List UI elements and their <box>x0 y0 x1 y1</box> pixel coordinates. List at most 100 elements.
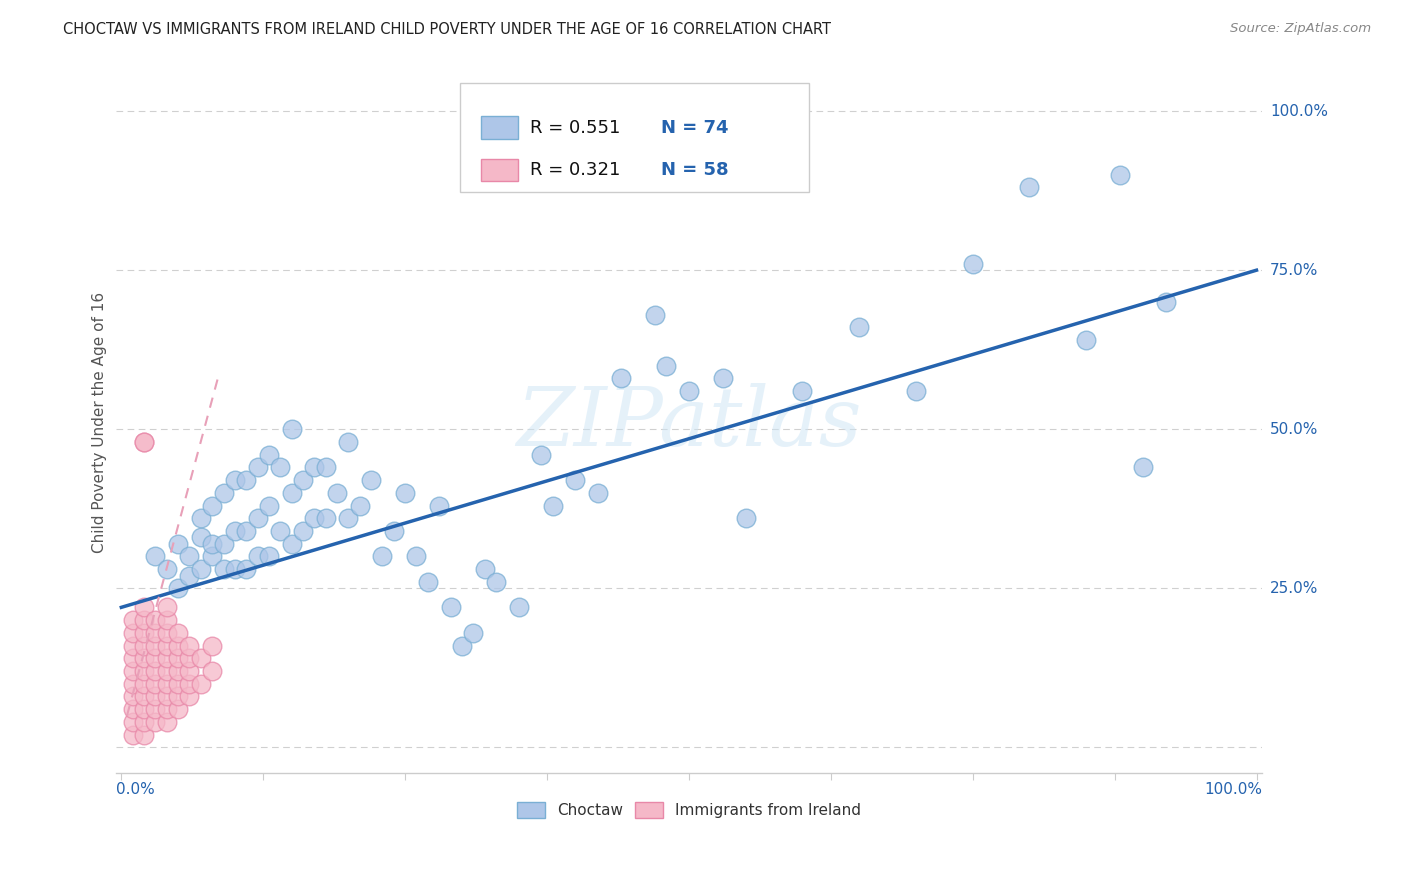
Point <box>132 651 155 665</box>
Point <box>156 562 179 576</box>
Point <box>156 690 179 704</box>
Point <box>678 384 700 398</box>
Point <box>405 549 427 564</box>
Point <box>167 639 190 653</box>
Point <box>235 562 257 576</box>
Point <box>156 714 179 729</box>
Point <box>121 664 143 678</box>
Point <box>904 384 927 398</box>
Point <box>962 257 984 271</box>
Point <box>167 581 190 595</box>
Point <box>156 625 179 640</box>
Point <box>167 690 190 704</box>
Point <box>179 549 201 564</box>
Point <box>734 511 756 525</box>
Point <box>132 676 155 690</box>
FancyBboxPatch shape <box>460 84 810 192</box>
Y-axis label: Child Poverty Under the Age of 16: Child Poverty Under the Age of 16 <box>93 293 107 553</box>
Point <box>145 714 167 729</box>
Point <box>586 486 609 500</box>
Point <box>337 434 360 449</box>
Point <box>1132 460 1154 475</box>
Point <box>291 473 314 487</box>
Point <box>326 486 349 500</box>
Point <box>711 371 734 385</box>
Point <box>132 613 155 627</box>
Point <box>121 613 143 627</box>
Point <box>269 524 291 538</box>
Text: CHOCTAW VS IMMIGRANTS FROM IRELAND CHILD POVERTY UNDER THE AGE OF 16 CORRELATION: CHOCTAW VS IMMIGRANTS FROM IRELAND CHILD… <box>63 22 831 37</box>
Point <box>132 625 155 640</box>
Point <box>190 511 212 525</box>
Point <box>167 625 190 640</box>
Text: 25.0%: 25.0% <box>1270 581 1319 596</box>
Text: N = 58: N = 58 <box>661 161 730 179</box>
Point <box>1109 168 1132 182</box>
Point <box>156 639 179 653</box>
Point <box>280 537 302 551</box>
Point <box>508 600 530 615</box>
Point <box>121 625 143 640</box>
Point <box>235 473 257 487</box>
Point <box>121 728 143 742</box>
Point <box>179 568 201 582</box>
Point <box>212 562 235 576</box>
Point <box>224 524 246 538</box>
Point <box>190 676 212 690</box>
Point <box>167 651 190 665</box>
Point <box>224 473 246 487</box>
Point <box>132 690 155 704</box>
Text: 100.0%: 100.0% <box>1270 103 1329 119</box>
Point <box>167 664 190 678</box>
Point <box>246 511 269 525</box>
Point <box>291 524 314 538</box>
Point <box>145 690 167 704</box>
Point <box>121 690 143 704</box>
Point <box>201 639 224 653</box>
Point <box>145 664 167 678</box>
Point <box>371 549 394 564</box>
Point <box>132 714 155 729</box>
Text: ZIPatlas: ZIPatlas <box>516 383 862 463</box>
Point <box>224 562 246 576</box>
Point <box>451 639 474 653</box>
Point <box>121 639 143 653</box>
Point <box>541 499 564 513</box>
Point <box>280 486 302 500</box>
Point <box>337 511 360 525</box>
Point <box>145 625 167 640</box>
Point <box>201 499 224 513</box>
Point <box>439 600 461 615</box>
Point <box>315 460 337 475</box>
Point <box>212 486 235 500</box>
Point <box>360 473 382 487</box>
Point <box>132 639 155 653</box>
Point <box>201 664 224 678</box>
Text: R = 0.321: R = 0.321 <box>530 161 620 179</box>
Point <box>269 460 291 475</box>
Point <box>1154 295 1177 310</box>
Point <box>394 486 416 500</box>
Point <box>132 434 155 449</box>
Text: 100.0%: 100.0% <box>1204 782 1263 797</box>
Point <box>610 371 633 385</box>
Point <box>474 562 496 576</box>
Point <box>132 600 155 615</box>
Point <box>382 524 405 538</box>
Point <box>167 537 190 551</box>
Point <box>145 639 167 653</box>
Point <box>132 664 155 678</box>
Point <box>179 690 201 704</box>
Point <box>792 384 814 398</box>
Text: 0.0%: 0.0% <box>115 782 155 797</box>
Point <box>257 448 280 462</box>
Point <box>304 460 326 475</box>
Point <box>145 549 167 564</box>
Point <box>304 511 326 525</box>
Point <box>179 639 201 653</box>
Point <box>145 651 167 665</box>
Point <box>179 676 201 690</box>
Point <box>121 651 143 665</box>
Point <box>145 702 167 716</box>
Point <box>201 537 224 551</box>
